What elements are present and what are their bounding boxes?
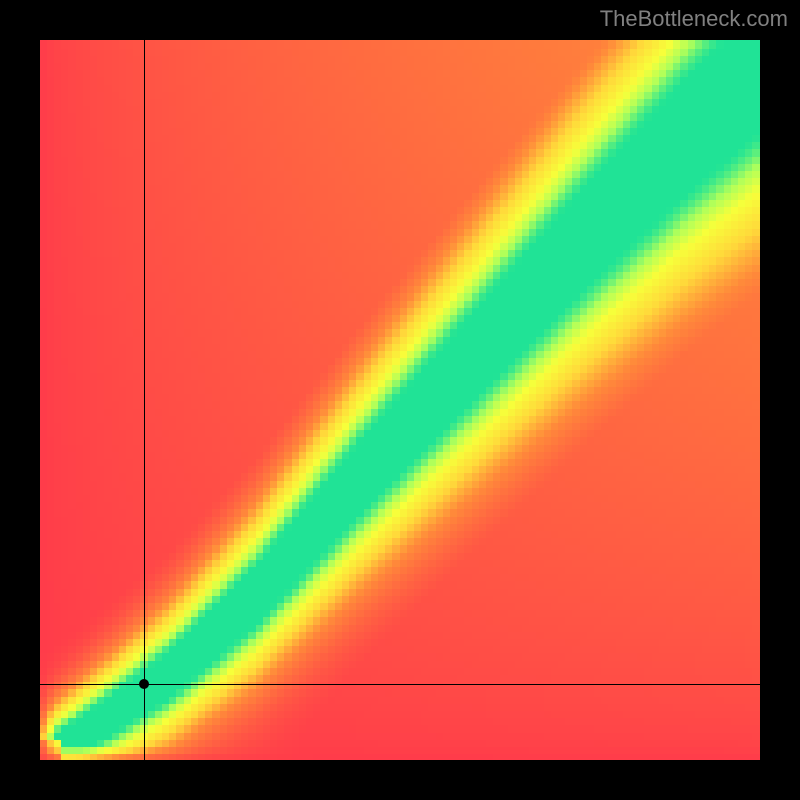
watermark-text: TheBottleneck.com [600,6,788,32]
plot-area [40,40,760,760]
crosshair-dot-marker [139,679,149,689]
heatmap-canvas [40,40,760,760]
chart-container: TheBottleneck.com [0,0,800,800]
crosshair-vertical [144,40,145,760]
